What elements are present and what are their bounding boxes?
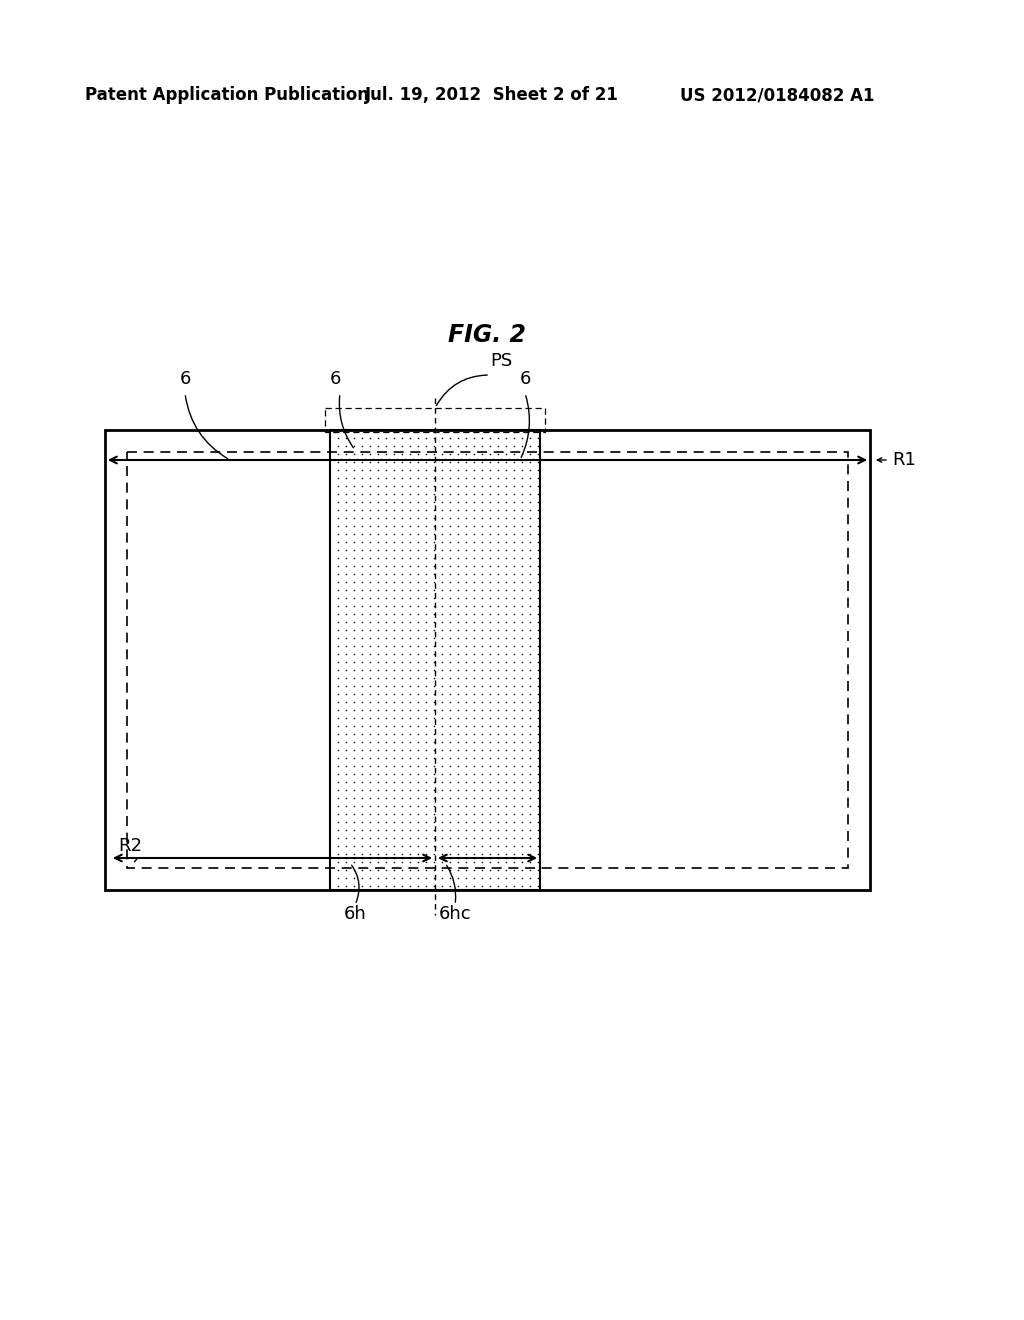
Text: 6h: 6h	[344, 906, 367, 923]
Text: 6: 6	[179, 370, 190, 388]
Text: 6hc: 6hc	[438, 906, 471, 923]
Bar	[325, 408, 545, 432]
Text: 6: 6	[519, 370, 530, 388]
Bar	[127, 451, 848, 869]
Bar	[330, 430, 540, 890]
Text: R2: R2	[118, 837, 142, 855]
Text: R1: R1	[892, 451, 915, 469]
Text: PS: PS	[490, 352, 512, 370]
Text: FIG. 2: FIG. 2	[449, 323, 526, 347]
Text: Jul. 19, 2012  Sheet 2 of 21: Jul. 19, 2012 Sheet 2 of 21	[365, 86, 618, 104]
Text: US 2012/0184082 A1: US 2012/0184082 A1	[680, 86, 874, 104]
Text: 6: 6	[330, 370, 341, 388]
Bar	[105, 430, 870, 890]
Text: Patent Application Publication: Patent Application Publication	[85, 86, 369, 104]
